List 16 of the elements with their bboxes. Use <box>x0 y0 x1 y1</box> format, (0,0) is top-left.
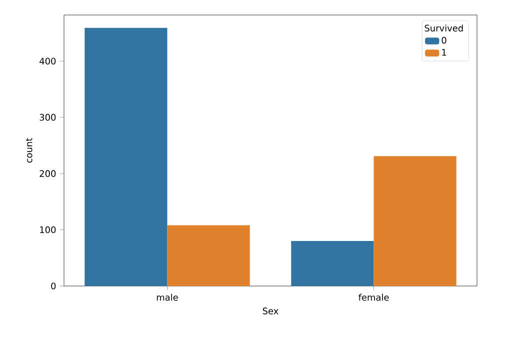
legend-title: Survived <box>424 24 463 32</box>
legend-label: 1 <box>442 49 446 56</box>
x-tick-label: male <box>156 294 178 301</box>
bar <box>167 225 250 286</box>
y-tick-label: 400 <box>40 58 56 64</box>
y-tick-label: 0 <box>51 282 56 290</box>
y-tick-label: 200 <box>40 170 56 177</box>
x-tick-label: female <box>358 294 389 301</box>
y-axis-title: count <box>26 138 32 163</box>
bar <box>374 156 456 286</box>
legend-label: 0 <box>442 36 446 44</box>
y-tick-label: 300 <box>40 114 56 121</box>
bar <box>84 28 168 286</box>
y-tick-label: 100 <box>40 226 56 234</box>
x-axis-title: Sex <box>262 308 278 314</box>
bar <box>291 241 374 286</box>
